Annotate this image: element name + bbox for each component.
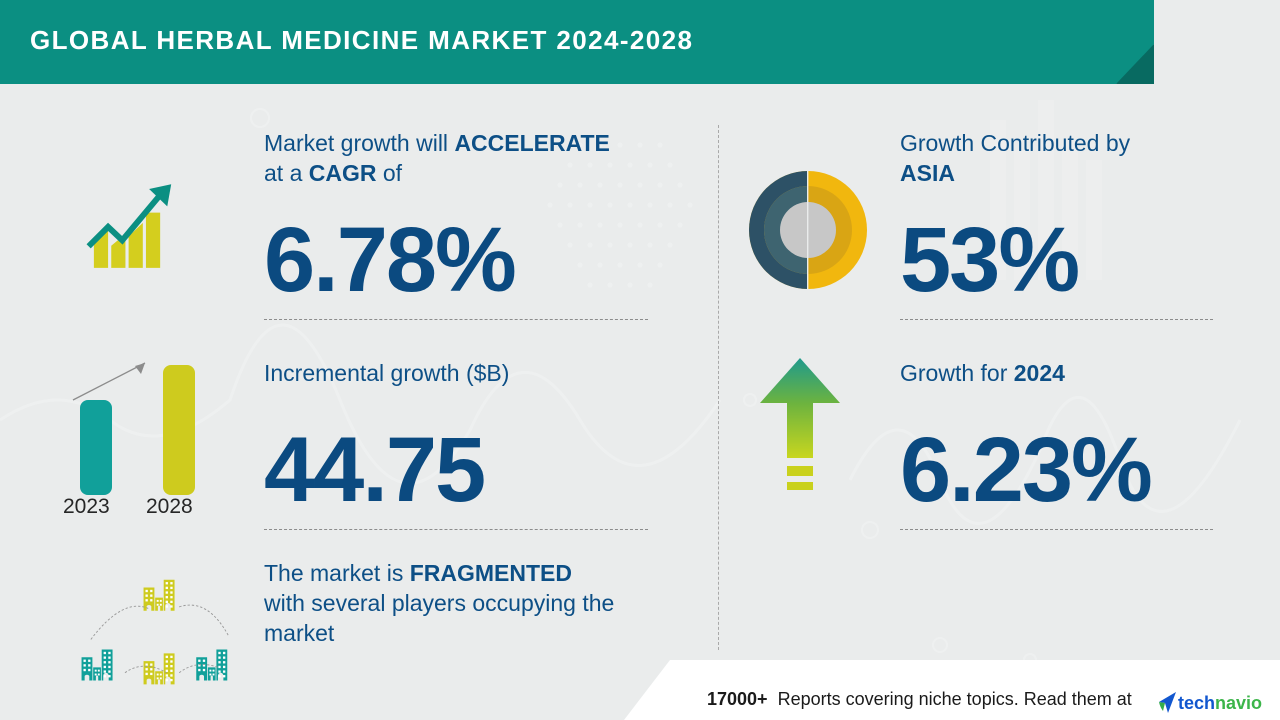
svg-text:technavio: technavio: [1178, 693, 1262, 713]
